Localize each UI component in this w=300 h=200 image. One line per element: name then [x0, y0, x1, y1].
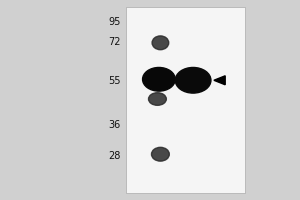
Ellipse shape [142, 67, 175, 91]
Polygon shape [214, 76, 225, 85]
Text: 55: 55 [108, 76, 120, 86]
Ellipse shape [175, 67, 211, 93]
Ellipse shape [152, 147, 169, 161]
Text: 72: 72 [108, 37, 120, 47]
Ellipse shape [152, 36, 169, 50]
FancyBboxPatch shape [126, 7, 245, 193]
Text: 36: 36 [108, 120, 120, 130]
Ellipse shape [148, 93, 166, 105]
Text: 95: 95 [108, 17, 120, 27]
Text: 28: 28 [108, 151, 120, 161]
